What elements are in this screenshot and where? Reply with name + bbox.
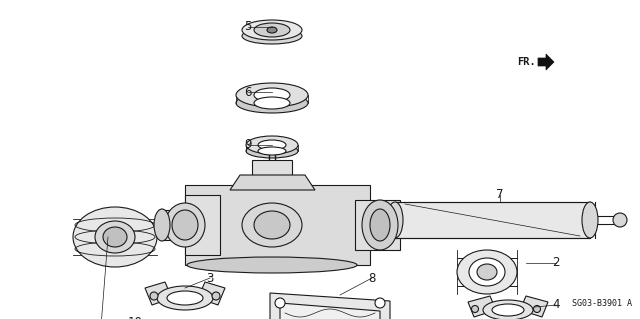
Ellipse shape [582, 202, 598, 238]
Ellipse shape [154, 209, 170, 241]
Circle shape [275, 298, 285, 308]
Text: FR.: FR. [517, 57, 536, 67]
Ellipse shape [167, 291, 203, 305]
Polygon shape [468, 296, 496, 317]
Ellipse shape [258, 140, 286, 150]
Ellipse shape [254, 23, 290, 37]
Ellipse shape [254, 88, 290, 102]
Ellipse shape [187, 257, 357, 273]
Polygon shape [270, 293, 390, 319]
Text: 10: 10 [127, 316, 143, 319]
Text: 4: 4 [552, 299, 560, 311]
Polygon shape [145, 282, 172, 305]
Polygon shape [538, 54, 554, 70]
Ellipse shape [267, 27, 277, 33]
Text: 3: 3 [206, 271, 214, 285]
Polygon shape [162, 210, 188, 240]
Circle shape [472, 306, 479, 313]
Ellipse shape [477, 264, 497, 280]
Ellipse shape [236, 93, 308, 113]
Ellipse shape [242, 203, 302, 247]
Ellipse shape [157, 286, 213, 310]
Text: 6: 6 [244, 85, 252, 99]
Ellipse shape [172, 210, 198, 240]
Text: 8: 8 [368, 271, 376, 285]
Ellipse shape [242, 20, 302, 40]
Text: 5: 5 [244, 20, 252, 33]
Polygon shape [185, 185, 370, 265]
Bar [395, 202, 590, 238]
Polygon shape [355, 200, 400, 250]
Ellipse shape [483, 300, 533, 319]
Text: 7: 7 [496, 189, 504, 202]
Ellipse shape [362, 200, 398, 250]
Text: SG03-B3901 A: SG03-B3901 A [572, 299, 632, 308]
Ellipse shape [165, 203, 205, 247]
Ellipse shape [492, 304, 524, 316]
Polygon shape [252, 160, 292, 185]
Ellipse shape [236, 83, 308, 107]
Ellipse shape [246, 136, 298, 154]
Polygon shape [520, 296, 548, 317]
Circle shape [375, 298, 385, 308]
Ellipse shape [95, 221, 135, 253]
Ellipse shape [254, 211, 290, 239]
Polygon shape [230, 175, 315, 190]
Polygon shape [198, 282, 225, 305]
Polygon shape [185, 195, 220, 255]
Ellipse shape [457, 250, 517, 294]
Ellipse shape [242, 28, 302, 44]
Text: 9: 9 [244, 138, 252, 152]
Ellipse shape [469, 258, 505, 286]
Ellipse shape [103, 227, 127, 247]
Text: 2: 2 [552, 256, 560, 270]
Circle shape [613, 213, 627, 227]
Circle shape [212, 292, 220, 300]
Polygon shape [280, 303, 380, 319]
Ellipse shape [73, 207, 157, 267]
Ellipse shape [254, 97, 290, 109]
Ellipse shape [370, 209, 390, 241]
Ellipse shape [246, 144, 298, 158]
Circle shape [534, 306, 541, 313]
Circle shape [150, 292, 158, 300]
Ellipse shape [387, 202, 403, 238]
Ellipse shape [258, 147, 286, 155]
